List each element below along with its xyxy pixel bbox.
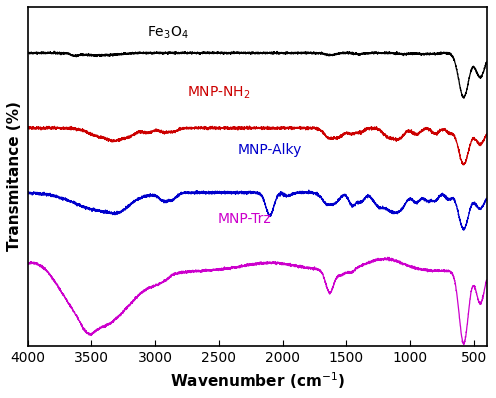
Text: Fe$_3$O$_4$: Fe$_3$O$_4$ xyxy=(147,24,188,41)
Text: MNP-Trz: MNP-Trz xyxy=(217,213,271,226)
Text: MNP-NH$_2$: MNP-NH$_2$ xyxy=(187,85,250,101)
X-axis label: Wavenumber (cm$^{-1}$): Wavenumber (cm$^{-1}$) xyxy=(170,371,345,391)
Text: MNP-Alky: MNP-Alky xyxy=(238,143,302,157)
Y-axis label: Transmitance (%): Transmitance (%) xyxy=(7,101,22,252)
